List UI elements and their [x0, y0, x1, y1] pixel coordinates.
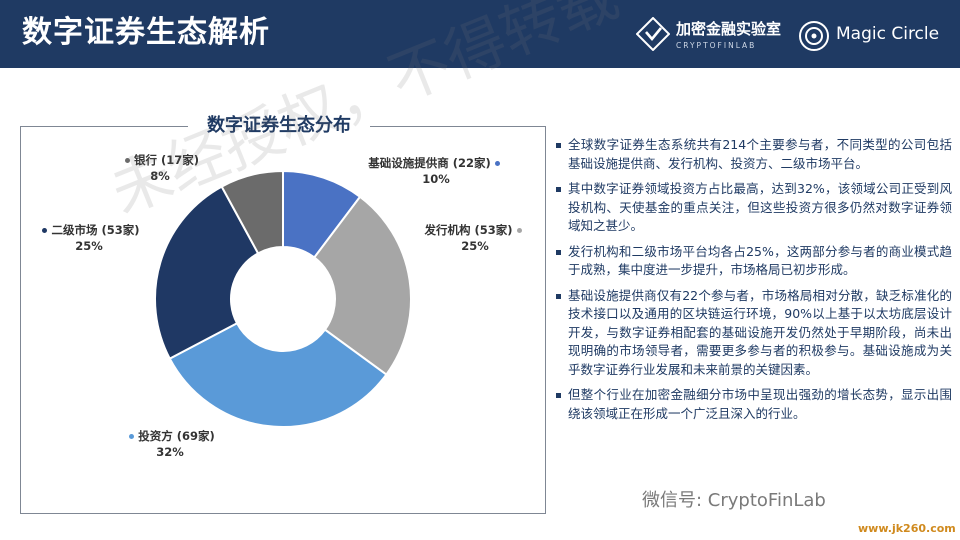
- slice-percent: 8%: [150, 169, 170, 183]
- legend-dot-icon: [124, 158, 130, 163]
- bullet-item: 基础设施提供商仅有22个参与者，市场格局相对分散，缺乏标准化的技术接口以及通用的…: [556, 287, 952, 380]
- slice-label-3: 二级市场 (53家) 25%: [24, 222, 154, 254]
- donut-slice-2: [168, 321, 388, 428]
- site-url: www.jk260.com: [858, 522, 956, 535]
- page-title: 数字证券生态解析: [22, 15, 270, 50]
- slice-name: 银行 (17家): [133, 153, 200, 167]
- header-bar: 数字证券生态解析 加密金融实验室 CRYPTOFINLAB Magic Circ…: [0, 0, 960, 68]
- legend-dot-icon: [516, 228, 522, 233]
- slice-name: 发行机构 (53家): [424, 223, 513, 237]
- bullet-item: 发行机构和二级市场平台均各占25%，这两部分参与者的商业模式趋于成熟，集中度进一…: [556, 243, 952, 280]
- magic-circle-logo-icon: [799, 21, 829, 51]
- slice-label-2: 投资方 (69家) 32%: [110, 428, 230, 460]
- bullet-list: 全球数字证券生态系统共有214个主要参与者，不同类型的公司包括基础设施提供商、发…: [556, 136, 952, 430]
- cryptofinlab-logo-icon: [636, 17, 670, 51]
- wechat-id: 微信号: CryptoFinLab: [642, 490, 826, 511]
- magic-circle-brand: Magic Circle: [798, 18, 948, 54]
- slice-label-1: 发行机构 (53家) 25%: [400, 222, 550, 254]
- slice-percent: 10%: [422, 172, 450, 186]
- donut-slice-4: [220, 169, 284, 255]
- donut-slice-3: [154, 185, 260, 360]
- bullet-item: 但整个行业在加密金融细分市场中呈现出强劲的增长态势，显示出围绕该领域正在形成一个…: [556, 386, 952, 423]
- legend-dot-icon: [129, 434, 135, 439]
- brand-cn-name: 加密金融实验室: [676, 20, 782, 38]
- slice-label-0: 基础设施提供商 (22家) 10%: [356, 155, 516, 187]
- legend-dot-icon: [42, 228, 48, 233]
- cryptofinlab-brand: 加密金融实验室 CRYPTOFINLAB: [636, 16, 786, 56]
- slice-name: 二级市场 (53家): [51, 223, 140, 237]
- chart-title: 数字证券生态分布: [207, 115, 351, 136]
- magic-circle-name: Magic Circle: [836, 24, 940, 44]
- slice-percent: 25%: [461, 239, 489, 253]
- slice-label-4: 银行 (17家) 8%: [100, 152, 220, 184]
- legend-dot-icon: [494, 161, 500, 166]
- brand-en-name: CRYPTOFINLAB: [676, 41, 757, 50]
- slice-name: 投资方 (69家): [138, 429, 215, 443]
- bullet-item: 全球数字证券生态系统共有214个主要参与者，不同类型的公司包括基础设施提供商、发…: [556, 136, 952, 173]
- donut-slice-1: [312, 195, 412, 376]
- slice-percent: 25%: [75, 239, 103, 253]
- slice-percent: 32%: [156, 445, 184, 459]
- slice-name: 基础设施提供商 (22家): [368, 156, 491, 170]
- bullet-item: 其中数字证券领域投资方占比最高，达到32%，该领域公司正受到风投机构、天使基金的…: [556, 180, 952, 236]
